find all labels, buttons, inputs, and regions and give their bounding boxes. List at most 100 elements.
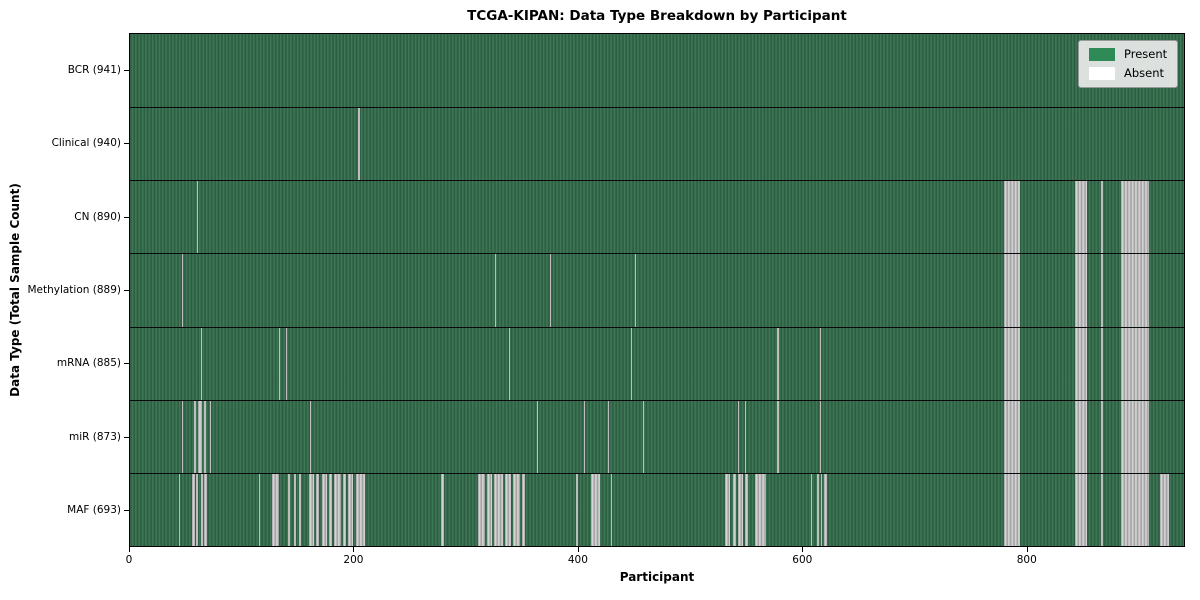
absent-segment <box>744 400 747 473</box>
absent-segment <box>278 327 281 400</box>
absent-segment <box>1101 473 1104 546</box>
absent-segment <box>1101 400 1104 473</box>
x-axis-label: Participant <box>619 570 695 584</box>
absent-segment <box>200 327 202 400</box>
absent-segment <box>1101 254 1104 327</box>
absent-segment <box>744 473 749 546</box>
absent-segment <box>1003 473 1021 546</box>
y-tick-mark <box>124 69 129 71</box>
absent-segment <box>1075 473 1087 546</box>
absent-segment <box>310 400 312 473</box>
absent-segment <box>494 473 503 546</box>
absent-segment <box>513 473 520 546</box>
absent-segment <box>824 473 827 546</box>
row-clinical <box>130 107 1184 181</box>
absent-segment <box>1121 254 1150 327</box>
absent-segment <box>1003 181 1021 254</box>
absent-segment <box>1160 473 1170 546</box>
absent-segment <box>358 108 360 181</box>
absent-segment <box>522 473 526 546</box>
absent-segment <box>309 473 314 546</box>
y-tick-label: MAF (693) <box>67 504 121 517</box>
absent-segment <box>203 473 208 546</box>
y-tick-label: CN (890) <box>74 210 121 223</box>
legend-present-label: Present <box>1124 47 1168 61</box>
absent-segment <box>536 400 538 473</box>
absent-segment <box>724 473 731 546</box>
y-tick-label: Methylation (889) <box>27 284 121 296</box>
absent-segment <box>550 254 552 327</box>
y-tick-label: miR (873) <box>68 430 121 443</box>
row-bcr <box>130 34 1184 107</box>
absent-segment <box>342 473 347 546</box>
absent-segment <box>642 400 645 473</box>
absent-segment <box>299 473 302 546</box>
x-tick-label: 400 <box>567 554 588 566</box>
x-tick-label: 0 <box>125 554 133 566</box>
absent-segment <box>1121 473 1150 546</box>
absent-segment <box>285 327 287 400</box>
absent-segment <box>179 473 181 546</box>
legend-entry-absent: Absent <box>1089 67 1167 80</box>
absent-segment <box>777 327 779 400</box>
absent-segment <box>287 473 291 546</box>
x-tick-mark <box>129 547 130 552</box>
absent-segment <box>1101 181 1104 254</box>
absent-segment <box>258 473 260 546</box>
absent-segment <box>821 473 823 546</box>
absent-segment <box>191 473 195 546</box>
row-cn <box>130 180 1184 254</box>
absent-segment <box>209 400 211 473</box>
y-tick-label: Clinical (940) <box>51 137 121 150</box>
absent-segment <box>610 473 612 546</box>
absent-segment <box>738 400 740 473</box>
absent-segment <box>321 473 328 546</box>
x-tick-mark <box>1026 547 1028 552</box>
absent-segment <box>198 400 202 473</box>
absent-segment <box>777 400 779 473</box>
absent-segment <box>738 473 743 546</box>
y-tick-mark <box>124 216 129 218</box>
absent-segment <box>732 473 736 546</box>
y-tick-mark <box>124 510 129 512</box>
absent-segment <box>583 400 585 473</box>
absent-segment <box>1003 254 1021 327</box>
absent-segment <box>1121 327 1150 400</box>
absent-segment <box>1075 327 1087 400</box>
absent-segment <box>575 473 579 546</box>
absent-segment <box>272 473 279 546</box>
absent-segment <box>495 254 497 327</box>
absent-segment <box>193 400 197 473</box>
y-tick-mark <box>124 363 129 365</box>
x-tick-label: 600 <box>792 554 813 566</box>
present-swatch-icon <box>1089 48 1115 61</box>
absent-segment <box>1003 327 1021 400</box>
absent-segment <box>441 473 444 546</box>
absent-segment <box>196 473 199 546</box>
absent-segment <box>1075 181 1087 254</box>
y-tick-mark <box>124 143 129 145</box>
absent-segment <box>200 473 203 546</box>
absent-segment <box>508 327 510 400</box>
absent-segment <box>1075 400 1087 473</box>
row-mir <box>130 399 1184 473</box>
legend-absent-label: Absent <box>1124 66 1165 80</box>
row-methylation <box>130 253 1184 327</box>
absent-segment <box>181 254 183 327</box>
y-tick-mark <box>124 436 129 438</box>
absent-segment <box>591 473 601 546</box>
absent-swatch-icon <box>1089 67 1115 80</box>
row-maf <box>130 472 1184 546</box>
absent-segment <box>1003 400 1021 473</box>
x-tick-mark <box>802 547 804 552</box>
chart-title: TCGA-KIPAN: Data Type Breakdown by Parti… <box>467 8 847 24</box>
absent-segment <box>505 473 511 546</box>
x-tick-label: 800 <box>1016 554 1037 566</box>
y-tick-mark <box>124 290 129 291</box>
absent-segment <box>811 473 813 546</box>
absent-segment <box>755 473 767 546</box>
y-tick-label: BCR (941) <box>67 63 121 76</box>
absent-segment <box>197 181 199 254</box>
absent-segment <box>203 400 207 473</box>
